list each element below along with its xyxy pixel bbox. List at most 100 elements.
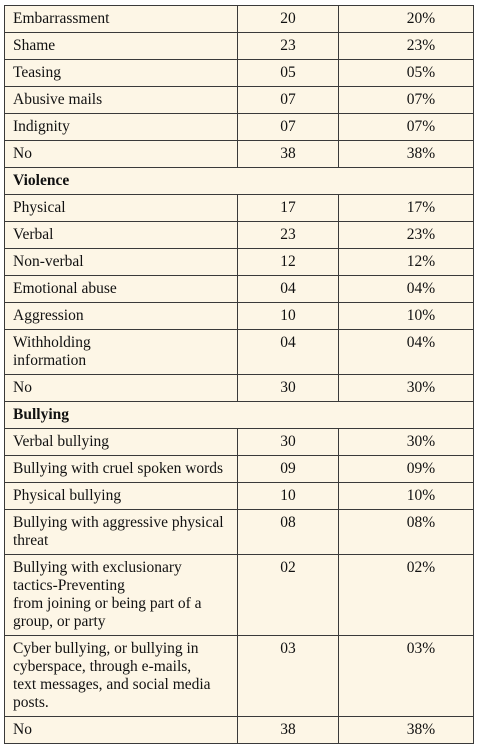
percent-cell: 10% — [338, 482, 474, 510]
count-value: 07 — [280, 91, 296, 108]
percent-cell: 07% — [338, 86, 474, 114]
count-value: 30 — [280, 379, 296, 396]
table-row: Bullying with cruel spoken words 09 09% — [4, 455, 474, 483]
percent-value: 30% — [406, 433, 436, 450]
count-value: 02 — [280, 559, 296, 576]
table-row: No 30 30% — [4, 374, 474, 402]
table-row: Non-verbal 12 12% — [4, 248, 474, 276]
table-row: Bullying with aggressive physical threat… — [4, 509, 474, 555]
table-row: Physical 17 17% — [4, 194, 474, 222]
row-label: No — [13, 145, 32, 162]
count-cell: 08 — [237, 509, 339, 555]
count-cell: 10 — [237, 302, 339, 330]
row-label: Cyber bullying, or bullying in cyberspac… — [13, 640, 211, 711]
row-label-cell: Physical bullying — [4, 482, 238, 510]
table-row: No 38 38% — [4, 716, 474, 744]
row-label-cell: Cyber bullying, or bullying in cyberspac… — [4, 635, 238, 717]
count-cell: 10 — [237, 482, 339, 510]
row-label: Abusive mails — [13, 91, 103, 108]
row-label-cell: Bullying with exclusionary tactics-Preve… — [4, 554, 238, 636]
row-label-cell: Shame — [4, 32, 238, 60]
percent-value: 08% — [406, 514, 436, 531]
table-row: Emotional abuse 04 04% — [4, 275, 474, 303]
count-value: 05 — [280, 64, 296, 81]
percent-value: 10% — [406, 487, 436, 504]
percent-cell: 17% — [338, 194, 474, 222]
percent-value: 07% — [406, 91, 436, 108]
count-value: 23 — [280, 37, 296, 54]
percent-value: 17% — [406, 199, 436, 216]
table-row: Withholding information 04 04% — [4, 329, 474, 375]
count-cell: 04 — [237, 329, 339, 375]
row-label-cell: Abusive mails — [4, 86, 238, 114]
count-cell: 30 — [237, 374, 339, 402]
table-row: Indignity 07 07% — [4, 113, 474, 141]
percent-cell: 03% — [338, 635, 474, 717]
row-label-cell: Verbal bullying — [4, 428, 238, 456]
percent-value: 38% — [406, 145, 436, 162]
count-value: 07 — [280, 118, 296, 135]
row-label: Aggression — [13, 307, 84, 324]
row-label-cell: Withholding information — [4, 329, 238, 375]
table-row: No 38 38% — [4, 140, 474, 168]
percent-cell: 10% — [338, 302, 474, 330]
percent-value: 04% — [406, 334, 436, 351]
table-row: Cyber bullying, or bullying in cyberspac… — [4, 635, 474, 717]
table-row: Aggression 10 10% — [4, 302, 474, 330]
count-cell: 07 — [237, 86, 339, 114]
percent-value: 12% — [406, 253, 436, 270]
count-cell: 04 — [237, 275, 339, 303]
row-label: Physical bullying — [13, 487, 122, 504]
row-label: Withholding information — [13, 334, 91, 369]
count-cell: 30 — [237, 428, 339, 456]
row-label-cell: No — [4, 140, 238, 168]
percent-value: 05% — [406, 64, 436, 81]
percent-cell: 38% — [338, 140, 474, 168]
count-cell: 23 — [237, 221, 339, 249]
percent-value: 07% — [406, 118, 436, 135]
count-value: 10 — [280, 307, 296, 324]
percent-cell: 38% — [338, 716, 474, 744]
count-value: 08 — [280, 514, 296, 531]
row-label-cell: Bullying with aggressive physical threat — [4, 509, 238, 555]
percent-value: 03% — [406, 640, 436, 657]
table-row: Physical bullying 10 10% — [4, 482, 474, 510]
row-label: Emotional abuse — [13, 280, 117, 297]
row-label: Bullying with cruel spoken words — [13, 460, 224, 477]
count-cell: 17 — [237, 194, 339, 222]
table-row: Teasing 05 05% — [4, 59, 474, 87]
percent-value: 30% — [406, 379, 436, 396]
count-value: 23 — [280, 226, 296, 243]
count-value: 12 — [280, 253, 296, 270]
section-heading-row: Bullying — [4, 401, 474, 429]
row-label-cell: Emotional abuse — [4, 275, 238, 303]
row-label-cell: Physical — [4, 194, 238, 222]
table-row: Bullying with exclusionary tactics-Preve… — [4, 554, 474, 636]
row-label-cell: Bullying with cruel spoken words — [4, 455, 238, 483]
table-row: Abusive mails 07 07% — [4, 86, 474, 114]
count-value: 20 — [280, 10, 296, 27]
data-table-container: Embarrassment 20 20% Shame 23 23% Teasing 05 05%… — [4, 5, 474, 744]
count-cell: 09 — [237, 455, 339, 483]
table-row: Shame 23 23% — [4, 32, 474, 60]
row-label-cell: No — [4, 716, 238, 744]
count-value: 04 — [280, 280, 296, 297]
row-label-cell: Embarrassment — [4, 5, 238, 33]
row-label: Embarrassment — [13, 10, 110, 27]
percent-cell: 23% — [338, 32, 474, 60]
count-cell: 20 — [237, 5, 339, 33]
count-value: 30 — [280, 433, 296, 450]
row-label: Indignity — [13, 118, 70, 135]
count-cell: 05 — [237, 59, 339, 87]
count-cell: 12 — [237, 248, 339, 276]
percent-cell: 12% — [338, 248, 474, 276]
section-heading-row: Violence — [4, 167, 474, 195]
count-value: 17 — [280, 199, 296, 216]
percent-cell: 02% — [338, 554, 474, 636]
count-value: 09 — [280, 460, 296, 477]
percent-value: 09% — [406, 460, 436, 477]
row-label-cell: Verbal — [4, 221, 238, 249]
percent-value: 10% — [406, 307, 436, 324]
percent-value: 23% — [406, 226, 436, 243]
percent-cell: 04% — [338, 329, 474, 375]
